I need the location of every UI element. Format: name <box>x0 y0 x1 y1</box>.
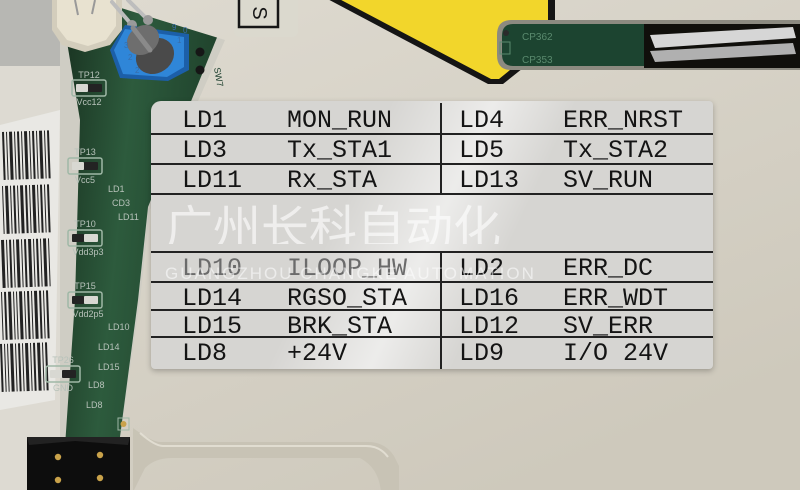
svg-text:TP13: TP13 <box>74 147 96 157</box>
svg-text:Vdd2p5: Vdd2p5 <box>72 309 103 319</box>
svg-text:LD1: LD1 <box>108 184 125 194</box>
svg-text:GND: GND <box>53 383 74 393</box>
svg-text:2: 2 <box>128 53 133 62</box>
svg-text:Vcc12: Vcc12 <box>76 97 101 107</box>
svg-text:TP12: TP12 <box>78 70 100 80</box>
svg-text:Vdd3p3: Vdd3p3 <box>72 247 103 257</box>
svg-text:CD3: CD3 <box>112 198 130 208</box>
svg-text:LD8: LD8 <box>86 400 103 410</box>
svg-text:TP26: TP26 <box>52 355 74 365</box>
svg-text:TP10: TP10 <box>74 219 96 229</box>
svg-text:3: 3 <box>124 41 129 50</box>
svg-text:LD15: LD15 <box>98 362 120 372</box>
svg-text:CP362: CP362 <box>522 32 553 43</box>
svg-text:CP353: CP353 <box>522 55 553 66</box>
svg-text:LD8: LD8 <box>88 380 105 390</box>
svg-text:2: 2 <box>135 66 140 75</box>
svg-text:0: 0 <box>183 26 188 35</box>
svg-text:9: 9 <box>172 23 177 32</box>
svg-text:Vcc5: Vcc5 <box>75 175 95 185</box>
svg-text:LD11: LD11 <box>118 212 139 222</box>
svg-text:S: S <box>248 6 270 19</box>
svg-text:LD10: LD10 <box>108 322 130 332</box>
svg-text:TP15: TP15 <box>74 281 96 291</box>
svg-text:LD14: LD14 <box>98 342 120 352</box>
svg-text:1: 1 <box>177 36 182 45</box>
